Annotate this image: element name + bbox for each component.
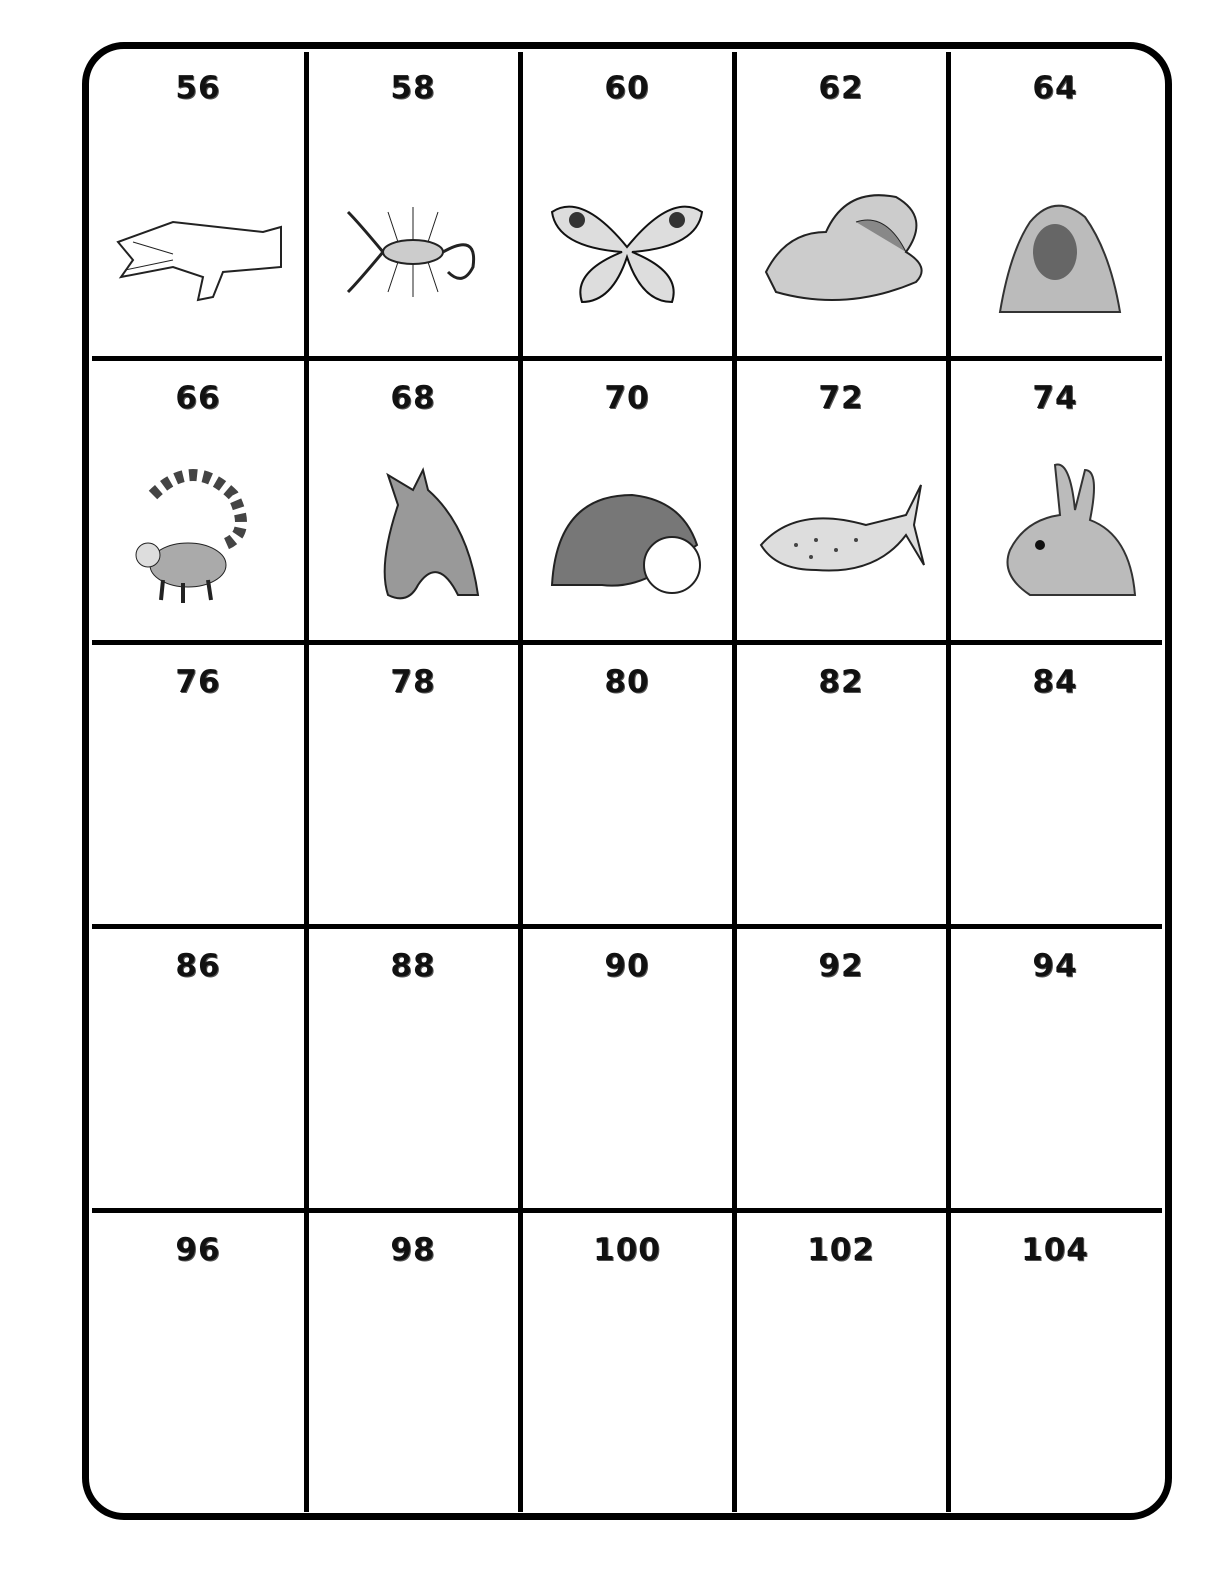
grid-cell: 86	[90, 926, 306, 1210]
grid-cell: 94	[948, 926, 1162, 1210]
grid-cell: 92	[734, 926, 948, 1210]
worksheet-frame	[82, 42, 1172, 1520]
cell-number: 78	[390, 664, 436, 700]
gorilla-icon	[958, 145, 1152, 348]
cell-number: 86	[175, 948, 221, 984]
cell-number: 56	[175, 70, 221, 106]
grid-cell: 64	[948, 50, 1162, 358]
cell-number: 98	[390, 1232, 436, 1268]
cell-number: 66	[175, 380, 221, 416]
horse-icon	[316, 428, 510, 632]
cell-number: 58	[390, 70, 436, 106]
cell-number: 102	[807, 1232, 875, 1268]
cell-number: 80	[604, 664, 650, 700]
rabbit-icon	[958, 428, 1152, 632]
grid-cell: 88	[306, 926, 520, 1210]
column-divider	[946, 52, 951, 1512]
grid-cell: 104	[948, 1210, 1162, 1512]
hippo-icon	[744, 145, 938, 348]
grid-cell: 82	[734, 642, 948, 926]
column-divider	[732, 52, 737, 1512]
grid-cell: 72	[734, 358, 948, 642]
cell-number: 70	[604, 380, 650, 416]
grid-cell: 70	[520, 358, 734, 642]
whale-shark-icon	[744, 428, 938, 632]
cell-number: 76	[175, 664, 221, 700]
grid-cell: 74	[948, 358, 1162, 642]
grid-cell: 90	[520, 926, 734, 1210]
butterfly-icon	[530, 145, 724, 348]
cell-number: 88	[390, 948, 436, 984]
cell-number: 68	[390, 380, 436, 416]
cell-number: 84	[1032, 664, 1078, 700]
row-divider	[92, 356, 1162, 361]
grid-cell: 68	[306, 358, 520, 642]
grid-cell: 78	[306, 642, 520, 926]
cell-number: 72	[818, 380, 864, 416]
cell-number: 96	[175, 1232, 221, 1268]
row-divider	[92, 640, 1162, 645]
grid-cell: 60	[520, 50, 734, 358]
grid-cell: 76	[90, 642, 306, 926]
grid-cell: 58	[306, 50, 520, 358]
cell-number: 94	[1032, 948, 1078, 984]
lemur-icon	[100, 428, 296, 632]
cell-number: 90	[604, 948, 650, 984]
cell-number: 104	[1021, 1232, 1089, 1268]
cell-number: 82	[818, 664, 864, 700]
cell-number: 62	[818, 70, 864, 106]
cell-number: 100	[593, 1232, 661, 1268]
row-divider	[92, 924, 1162, 929]
column-divider	[518, 52, 523, 1512]
grid-cell: 84	[948, 642, 1162, 926]
grid-cell: 80	[520, 642, 734, 926]
grid-cell: 96	[90, 1210, 306, 1512]
scorpion-icon	[316, 145, 510, 348]
grid-cell: 62	[734, 50, 948, 358]
grid-cell: 102	[734, 1210, 948, 1512]
crocodile-icon	[100, 145, 296, 348]
row-divider	[92, 1208, 1162, 1213]
grid-cell: 66	[90, 358, 306, 642]
grid-cell: 100	[520, 1210, 734, 1512]
grid-cell: 56	[90, 50, 306, 358]
column-divider	[304, 52, 309, 1512]
hedgehog-icon	[530, 428, 724, 632]
cell-number: 74	[1032, 380, 1078, 416]
cell-number: 64	[1032, 70, 1078, 106]
cell-number: 92	[818, 948, 864, 984]
cell-number: 60	[604, 70, 650, 106]
grid-cell: 98	[306, 1210, 520, 1512]
